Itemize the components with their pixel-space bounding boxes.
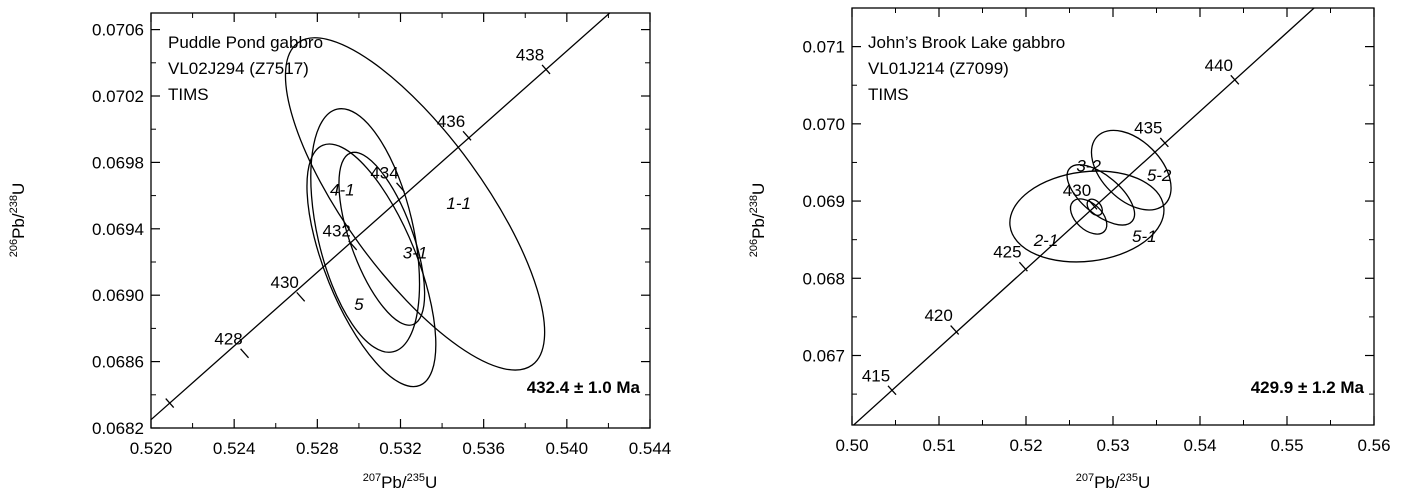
chart1-x-axis-title: 207Pb/235U [363,472,438,492]
chart1-ytick-label: 0.0686 [92,353,144,372]
chart2-age-tick [1159,137,1169,148]
chart1-annotation-line: TIMS [168,85,209,104]
chart1-concordia-line [151,13,611,421]
chart2-xtick-label: 0.54 [1183,436,1216,455]
chart2-ytick-label: 0.067 [802,347,845,366]
chart1-age-tick-label: 432 [322,221,350,240]
chart2-ellipse-5-2 [1090,129,1172,211]
chart2-ellipse-2-1 [1069,198,1108,235]
chart2-age-result: 429.9 ± 1.2 Ma [1251,378,1365,397]
chart2-age-tick [887,385,897,396]
chart1-age-tick [165,398,175,409]
chart2-ytick-label: 0.071 [802,38,845,57]
chart2-x-axis-title: 207Pb/235U [1076,472,1151,492]
chart1-annotation-line: Puddle Pond gabbro [168,33,323,52]
chart1-age-tick-label: 434 [370,163,398,182]
chart1-xtick-label: 0.536 [462,439,505,458]
chart2-concordia-line [852,8,1316,425]
chart2-ytick-label: 0.069 [802,192,845,211]
chart2-ellipse-label: 2-1 [1033,231,1059,250]
chart1-ellipse-4-1 [310,108,421,353]
chart1-age-tick [240,348,250,359]
chart2-ytick-label: 0.070 [802,115,845,134]
chart1-xtick-label: 0.520 [130,439,173,458]
chart1-ytick-label: 0.0682 [92,419,144,438]
chart1-ytick-label: 0.0690 [92,286,144,305]
chart1-age-tick [296,291,306,302]
chart1-age-tick [541,64,551,75]
chart2-ellipse-label: 5-1 [1132,227,1157,246]
chart1-ellipse-1-1 [284,37,546,371]
chart2-age-tick-label: 430 [1063,181,1091,200]
chart1-age-tick-label: 430 [271,273,299,292]
chart1-xtick-label: 0.528 [296,439,339,458]
chart1-ytick-label: 0.0698 [92,153,144,172]
chart2-age-tick [1230,74,1240,85]
chart2-age-tick-label: 420 [924,306,952,325]
chart2-annotation-line: VL01J214 (Z7099) [868,59,1009,78]
chart2-y-axis-title: 206Pb/238U [748,183,768,258]
chart1-age-tick-label: 436 [437,112,465,131]
chart1-ytick-label: 0.0706 [92,21,144,40]
chart2-concordia-group [852,8,1316,425]
chart1-ytick-label: 0.0702 [92,87,144,106]
chart1-ellipse-label: 1-1 [446,194,471,213]
chart2-ellipse-label: 3-2 [1076,157,1101,176]
chart2-ellipse-430 [1086,198,1103,216]
chart1-age-tick-label: 428 [214,329,242,348]
chart2-ytick-label: 0.068 [802,269,845,288]
chart1-age-tick [462,130,472,141]
chart2-ellipse-label: 5-2 [1147,166,1172,185]
chart1-ellipse-label: 3-1 [403,244,428,263]
chart2-annotation-line: John’s Brook Lake gabbro [868,33,1065,52]
chart2-xtick-label: 0.50 [835,436,868,455]
chart1-ellipse-label: 4-1 [330,181,355,200]
chart2-xtick-label: 0.55 [1270,436,1303,455]
chart1-xtick-label: 0.524 [213,439,256,458]
chart2-age-tick-label: 415 [862,366,890,385]
chart2-age-tick [950,325,960,335]
chart2-xtick-label: 0.53 [1096,436,1129,455]
chart1-ytick-label: 0.0694 [92,220,144,239]
chart1-xtick-label: 0.532 [379,439,422,458]
chart2-xtick-label: 0.51 [922,436,955,455]
chart2-age-tick [1018,261,1028,272]
chart1-age-tick-label: 438 [516,45,544,64]
chart1-y-axis-title: 206Pb/238U [8,183,28,258]
chart2-xtick-label: 0.52 [1009,436,1042,455]
chart2-ellipse-5-1 [1009,170,1165,263]
chart1-ellipse-label: 5 [354,295,364,314]
chart1-xtick-label: 0.540 [546,439,589,458]
chart1-ellipse-5 [306,143,437,388]
chart1-age-result: 432.4 ± 1.0 Ma [527,378,641,397]
chart1-concordia-group [151,13,611,421]
chart1-xtick-label: 0.544 [629,439,672,458]
chart2-age-tick-label: 440 [1205,56,1233,75]
chart2-age-tick-label: 435 [1134,118,1162,137]
chart2-annotation-line: TIMS [868,85,909,104]
chart2-xtick-label: 0.56 [1357,436,1390,455]
chart1-annotation-line: VL02J294 (Z7517) [168,59,309,78]
chart2-age-tick-label: 425 [993,243,1021,262]
